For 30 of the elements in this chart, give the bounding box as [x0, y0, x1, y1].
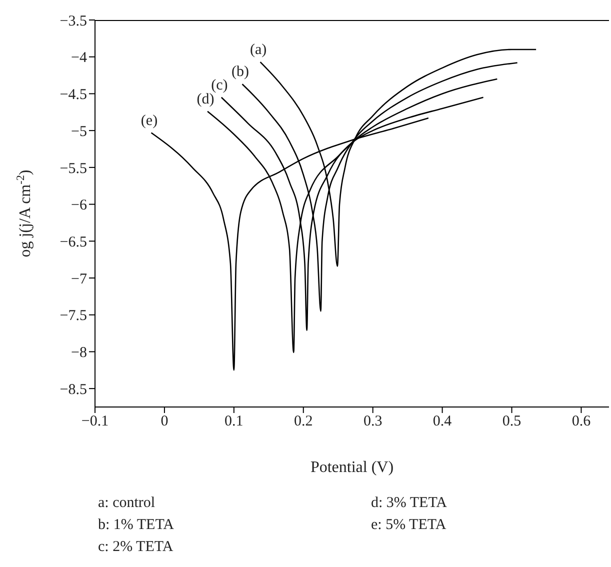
x-axis-title: Potential (V)	[310, 459, 394, 476]
y-tick-label: −4.5	[60, 87, 87, 104]
x-tick-label: 0	[160, 414, 168, 430]
series-label: (a)	[250, 42, 267, 58]
x-tick-label: 0.6	[572, 414, 592, 430]
x-tick-label: 0.5	[502, 414, 522, 430]
text: d: 3% TETA	[371, 494, 448, 513]
y-tick-label: −8	[71, 345, 87, 362]
x-tick-label: 0.2	[294, 414, 313, 430]
x-tick-label: 0.1	[224, 414, 244, 430]
series-label: (b)	[232, 64, 250, 80]
series-label: (c)	[211, 77, 228, 94]
y-tick-label: −6.5	[60, 234, 87, 250]
y-tick-label: −5.5	[60, 160, 87, 177]
text: c: 2% TETA	[98, 538, 174, 557]
y-tick-label: −7	[71, 271, 88, 288]
y-tick-label: −3.5	[60, 13, 87, 30]
y-tick-label: −4	[71, 50, 88, 66]
text: b: 1% TETA	[98, 516, 174, 535]
y-tick-label: −6	[71, 198, 88, 214]
series-label: (d)	[196, 91, 214, 108]
text: e: 5% TETA	[371, 516, 448, 535]
y-tick-label: −8.5	[60, 382, 87, 398]
x-tick-label: 0.4	[432, 414, 452, 430]
y-tick-label: −7.5	[60, 308, 87, 324]
text: a: control	[98, 494, 156, 513]
x-tick-label: −0.1	[81, 414, 109, 430]
y-tick-label: −5	[71, 124, 87, 140]
series-label: (e)	[140, 112, 158, 129]
x-tick-label: 0.3	[363, 414, 382, 430]
